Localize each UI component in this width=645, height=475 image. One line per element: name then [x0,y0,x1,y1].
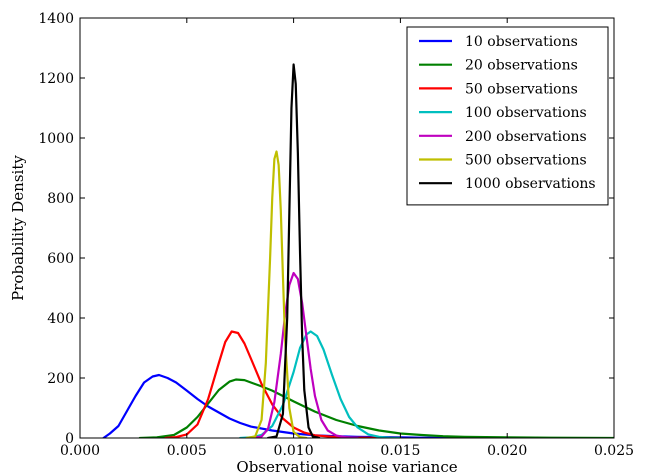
legend-label-4: 200 observations [465,129,587,145]
y-tick-label: 1000 [38,131,74,147]
series-line-2 [164,330,402,438]
legend-label-5: 500 observations [465,153,587,169]
legend-label-1: 20 observations [465,58,578,74]
legend-box [406,26,609,206]
series-line-6 [266,63,321,438]
y-tick-label: 200 [47,371,74,387]
plot-frame [79,17,615,439]
x-tick-label: 0.020 [487,443,527,459]
x-tick-label: 0.005 [167,443,207,459]
y-tick-label: 1400 [38,11,74,27]
legend-label-2: 50 observations [465,81,578,97]
ticks-layer: 0.000 0.005 0.010 0.015 0.020 0.025 0 200 400 600… [38,11,634,459]
y-tick-label: 1200 [38,71,74,87]
x-tick-label: 0.025 [594,443,634,459]
x-tick-label: 0.000 [60,443,100,459]
legend-label-3: 100 observations [465,105,587,121]
x-tick-label: 0.010 [274,443,314,459]
series-line-5 [245,150,308,438]
y-tick-label: 600 [47,251,74,267]
y-tick-label: 400 [47,311,74,327]
y-tick-label: 0 [65,431,74,447]
x-tick-label: 0.015 [380,443,420,459]
legend-label-0: 10 observations [465,34,578,50]
x-axis-label: Observational noise variance [236,458,457,475]
legend-label-6: 1000 observations [465,176,596,192]
legend: 10 observations 20 observations 50 observa… [406,26,609,206]
series-layer [102,63,614,438]
y-tick-label: 800 [47,191,74,207]
y-axis-label: Probability Density [9,155,27,301]
series-line-3 [239,330,402,438]
